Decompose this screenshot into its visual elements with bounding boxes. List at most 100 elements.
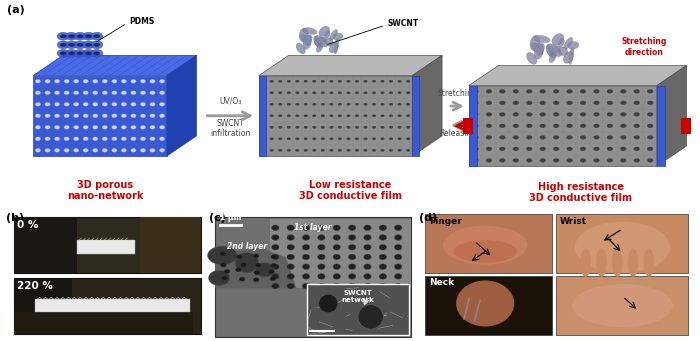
Ellipse shape [564,38,573,49]
Ellipse shape [594,135,599,139]
Text: (b): (b) [6,213,24,223]
Ellipse shape [333,264,340,269]
Ellipse shape [150,148,155,152]
Ellipse shape [553,147,559,151]
Ellipse shape [473,124,479,128]
Ellipse shape [363,91,368,94]
Ellipse shape [270,137,274,140]
Ellipse shape [60,34,66,38]
Ellipse shape [272,264,279,269]
Ellipse shape [279,91,282,94]
Ellipse shape [379,244,386,250]
Ellipse shape [318,273,325,279]
Ellipse shape [102,91,108,95]
Ellipse shape [102,137,108,141]
Ellipse shape [363,126,368,129]
Ellipse shape [45,125,50,129]
Ellipse shape [83,114,88,118]
Ellipse shape [112,102,117,106]
FancyBboxPatch shape [463,118,473,134]
Ellipse shape [302,225,309,231]
Ellipse shape [287,254,295,260]
Ellipse shape [473,101,479,105]
Ellipse shape [35,102,41,106]
Ellipse shape [553,124,559,128]
Ellipse shape [526,113,532,116]
Ellipse shape [272,273,279,279]
Ellipse shape [486,159,492,162]
Ellipse shape [295,149,299,151]
Ellipse shape [456,280,514,327]
Ellipse shape [372,91,376,94]
Ellipse shape [333,33,343,40]
Ellipse shape [580,147,586,151]
Ellipse shape [272,244,279,250]
Ellipse shape [287,225,295,231]
Ellipse shape [140,79,146,83]
Ellipse shape [270,277,276,281]
Ellipse shape [546,45,554,57]
Ellipse shape [486,124,492,128]
Ellipse shape [329,43,338,53]
Ellipse shape [620,135,626,139]
Ellipse shape [287,103,290,105]
Ellipse shape [389,80,393,83]
Ellipse shape [473,135,479,139]
Ellipse shape [140,148,146,152]
Ellipse shape [620,89,626,93]
Ellipse shape [66,49,78,57]
Ellipse shape [486,113,492,116]
Ellipse shape [287,91,290,94]
Ellipse shape [140,125,146,129]
Ellipse shape [355,115,359,117]
Ellipse shape [395,283,402,289]
Ellipse shape [60,43,66,46]
Ellipse shape [35,114,41,118]
Ellipse shape [102,102,108,106]
Ellipse shape [513,89,519,93]
FancyBboxPatch shape [556,214,688,273]
Ellipse shape [301,35,311,45]
Ellipse shape [379,264,386,269]
Ellipse shape [64,79,69,83]
Polygon shape [33,55,197,75]
Ellipse shape [381,137,384,140]
Ellipse shape [338,115,342,117]
Ellipse shape [239,277,245,281]
Ellipse shape [648,159,653,162]
Ellipse shape [295,126,299,129]
Ellipse shape [540,135,546,139]
Ellipse shape [279,103,282,105]
FancyBboxPatch shape [556,276,688,335]
Ellipse shape [112,137,117,141]
Ellipse shape [318,225,325,231]
Ellipse shape [279,137,282,140]
Ellipse shape [92,79,98,83]
Ellipse shape [473,159,479,162]
Ellipse shape [74,49,86,57]
Circle shape [318,294,338,313]
Ellipse shape [395,264,402,269]
Ellipse shape [364,244,371,250]
Ellipse shape [140,91,146,95]
Ellipse shape [364,273,371,279]
Ellipse shape [102,125,108,129]
Ellipse shape [77,43,83,46]
Ellipse shape [35,91,41,95]
Ellipse shape [334,38,339,54]
Ellipse shape [346,103,350,105]
Ellipse shape [92,137,98,141]
Ellipse shape [314,36,321,47]
Ellipse shape [634,124,640,128]
Ellipse shape [92,125,98,129]
Ellipse shape [295,91,299,94]
Ellipse shape [379,273,386,279]
Ellipse shape [287,273,295,279]
Ellipse shape [607,89,612,93]
Ellipse shape [287,149,290,151]
Text: Stretching: Stretching [438,89,477,98]
Ellipse shape [395,225,402,231]
Ellipse shape [270,126,274,129]
Ellipse shape [381,80,384,83]
Ellipse shape [287,137,290,140]
